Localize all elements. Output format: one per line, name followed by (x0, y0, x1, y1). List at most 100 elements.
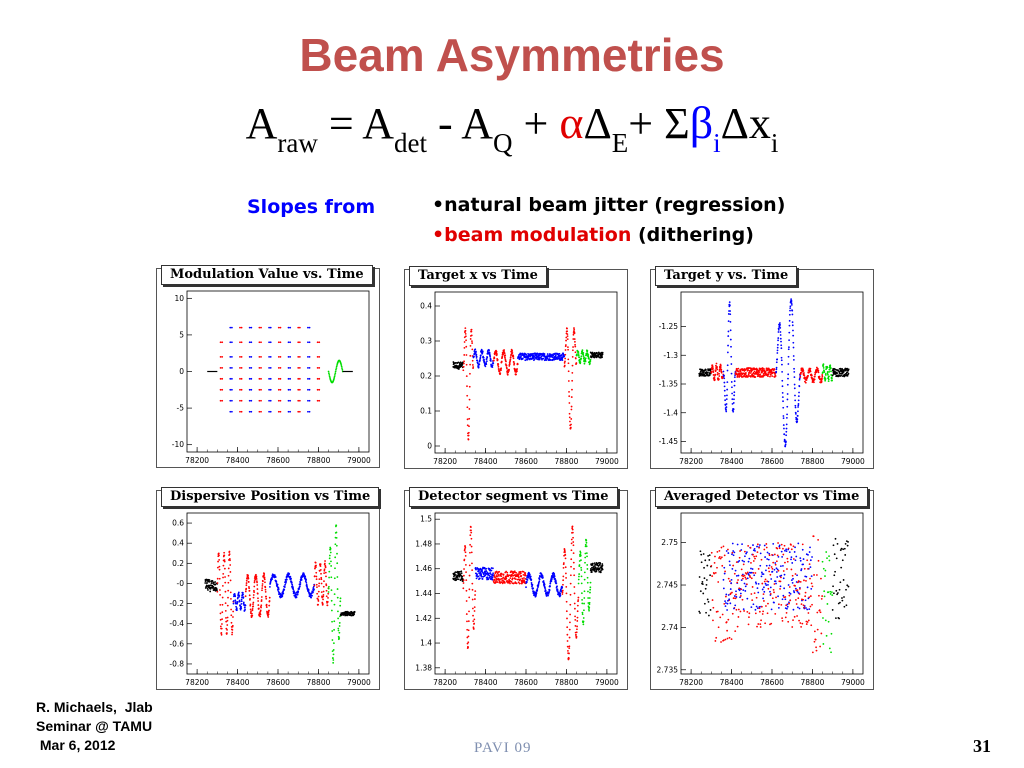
data-point (500, 575, 503, 578)
data-point (821, 374, 824, 376)
data-point (760, 605, 763, 608)
data-point (289, 355, 292, 358)
y-tick-label: -0.4 (169, 619, 184, 628)
data-point (269, 355, 272, 358)
y-tick-label: 0.3 (420, 337, 432, 346)
data-point (761, 588, 764, 591)
data-point (240, 605, 242, 608)
data-point (776, 343, 779, 346)
data-point (341, 368, 344, 371)
data-point (596, 352, 599, 355)
data-point (259, 613, 262, 616)
data-point (273, 574, 276, 577)
data-point (739, 550, 741, 552)
y-tick-label: 1.38 (415, 663, 432, 672)
plot-title: Detector segment vs Time (409, 487, 618, 507)
data-point (561, 589, 564, 592)
data-point (769, 593, 772, 595)
y-tick-label: -0.8 (169, 659, 184, 668)
data-point (802, 604, 805, 607)
data-point (253, 581, 256, 584)
data-point (556, 356, 559, 358)
data-point (283, 588, 286, 591)
data-point (258, 388, 261, 391)
data-point (794, 394, 796, 397)
data-point (808, 563, 811, 566)
data-point (277, 588, 280, 590)
data-point (251, 609, 254, 612)
data-point (732, 550, 735, 552)
data-point (489, 358, 492, 361)
data-point (327, 591, 330, 593)
data-point (827, 378, 830, 381)
data-point (330, 609, 333, 612)
data-point (282, 592, 285, 595)
x-tick-label: 79000 (841, 678, 865, 687)
data-point (569, 426, 572, 429)
data-point (782, 594, 785, 597)
data-point (792, 545, 795, 548)
data-point (571, 528, 574, 531)
data-point (268, 600, 271, 602)
data-point (802, 563, 805, 566)
data-point (318, 366, 321, 369)
data-point (734, 630, 737, 633)
data-point (240, 399, 243, 402)
data-point (727, 577, 730, 580)
formula-sigma: Σ (664, 99, 690, 148)
data-point (574, 618, 577, 621)
data-point (796, 574, 798, 577)
data-point (318, 355, 321, 358)
data-point (221, 366, 224, 369)
data-point (780, 340, 782, 343)
data-point (761, 582, 764, 585)
data-point (333, 593, 336, 596)
y-tick-label: 5 (179, 330, 184, 339)
data-point (790, 579, 793, 582)
data-point (804, 595, 807, 598)
data-point (767, 558, 770, 561)
data-point (749, 372, 752, 374)
data-point (341, 367, 343, 370)
data-point (820, 577, 822, 580)
data-point (506, 579, 508, 582)
data-point (229, 326, 232, 329)
data-point (220, 632, 223, 634)
data-point (218, 559, 221, 561)
data-point (287, 326, 290, 329)
data-point (545, 359, 548, 361)
data-point (318, 399, 321, 402)
data-point (324, 560, 326, 562)
data-point (790, 568, 793, 571)
data-point (216, 589, 218, 592)
data-point (258, 410, 261, 413)
data-point (285, 581, 287, 583)
data-point (574, 345, 577, 348)
data-point (766, 558, 769, 560)
data-point (316, 586, 318, 589)
data-point (465, 363, 468, 366)
data-point (477, 575, 480, 578)
data-point (308, 410, 311, 413)
data-point (705, 369, 707, 371)
x-tick-label: 78200 (433, 457, 457, 466)
data-point (820, 380, 823, 383)
data-point (730, 638, 733, 641)
data-point (569, 593, 572, 596)
data-point (250, 377, 253, 380)
data-point (305, 578, 308, 581)
formula-operator: + (512, 99, 560, 148)
data-point (574, 357, 577, 360)
data-point (764, 622, 767, 625)
data-point (264, 588, 267, 591)
data-point (580, 566, 583, 569)
data-point (743, 582, 746, 585)
y-tick-label: 1.42 (415, 614, 432, 623)
data-point (247, 574, 249, 577)
formula-symbol: A (245, 99, 278, 148)
data-point (258, 355, 261, 358)
data-point (462, 582, 465, 584)
data-point (797, 399, 800, 402)
data-point (816, 367, 819, 370)
data-point (454, 571, 457, 574)
